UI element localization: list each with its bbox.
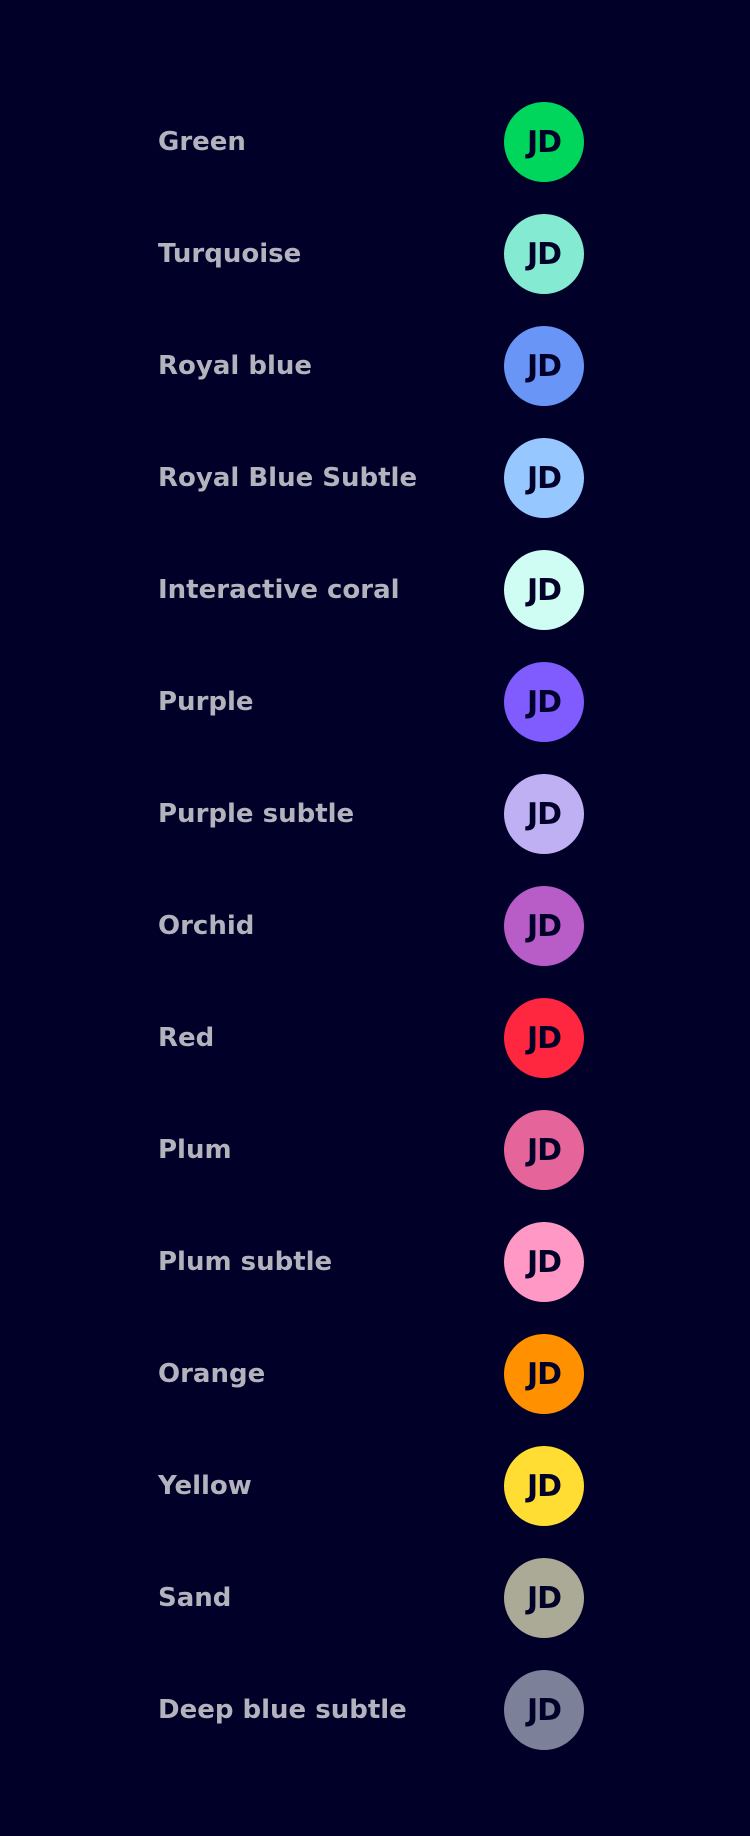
avatar-initials: JD [526,1356,562,1392]
avatar: JD [504,550,584,630]
color-name-label: Yellow [158,1471,252,1501]
avatar: JD [504,1558,584,1638]
avatar: JD [504,1334,584,1414]
avatar-row: Plum JD [0,1110,750,1190]
avatar-initials: JD [526,1692,562,1728]
avatar: JD [504,1446,584,1526]
color-name-label: Plum [158,1135,232,1165]
avatar: JD [504,662,584,742]
avatar-initials: JD [526,1468,562,1504]
avatar-row: Purple subtle JD [0,774,750,854]
color-name-label: Purple subtle [158,799,355,829]
avatar-initials: JD [526,236,562,272]
color-name-label: Plum subtle [158,1247,333,1277]
color-name-label: Royal blue [158,351,313,381]
avatar-row: Purple JD [0,662,750,742]
avatar: JD [504,438,584,518]
avatar-row: Orchid JD [0,886,750,966]
avatar-initials: JD [526,572,562,608]
avatar-row: Red JD [0,998,750,1078]
avatar-initials: JD [526,1244,562,1280]
color-name-label: Orange [158,1359,266,1389]
avatar-initials: JD [526,1132,562,1168]
color-name-label: Deep blue subtle [158,1695,407,1725]
avatar-row: Turquoise JD [0,214,750,294]
avatar: JD [504,102,584,182]
color-name-label: Red [158,1023,215,1053]
color-name-label: Purple [158,687,254,717]
avatar-row: Interactive coral JD [0,550,750,630]
color-name-label: Turquoise [158,239,302,269]
avatar-row: Sand JD [0,1558,750,1638]
avatar: JD [504,886,584,966]
color-name-label: Interactive coral [158,575,400,605]
avatar-initials: JD [526,124,562,160]
avatar: JD [504,1670,584,1750]
avatar-initials: JD [526,908,562,944]
avatar: JD [504,1110,584,1190]
color-name-label: Royal Blue Subtle [158,463,418,493]
color-name-label: Orchid [158,911,255,941]
avatar-initials: JD [526,1580,562,1616]
avatar: JD [504,326,584,406]
avatar-row: Plum subtle JD [0,1222,750,1302]
color-name-label: Green [158,127,246,157]
avatar-initials: JD [526,348,562,384]
avatar: JD [504,774,584,854]
avatar-row: Royal Blue Subtle JD [0,438,750,518]
avatar-row: Orange JD [0,1334,750,1414]
avatar-initials: JD [526,460,562,496]
avatar-row: Royal blue JD [0,326,750,406]
avatar: JD [504,214,584,294]
avatar-row: Green JD [0,102,750,182]
avatar-initials: JD [526,1020,562,1056]
avatar-initials: JD [526,796,562,832]
avatar: JD [504,998,584,1078]
avatar-row: Yellow JD [0,1446,750,1526]
avatar: JD [504,1222,584,1302]
avatar-initials: JD [526,684,562,720]
avatar-row: Deep blue subtle JD [0,1670,750,1750]
color-name-label: Sand [158,1583,232,1613]
